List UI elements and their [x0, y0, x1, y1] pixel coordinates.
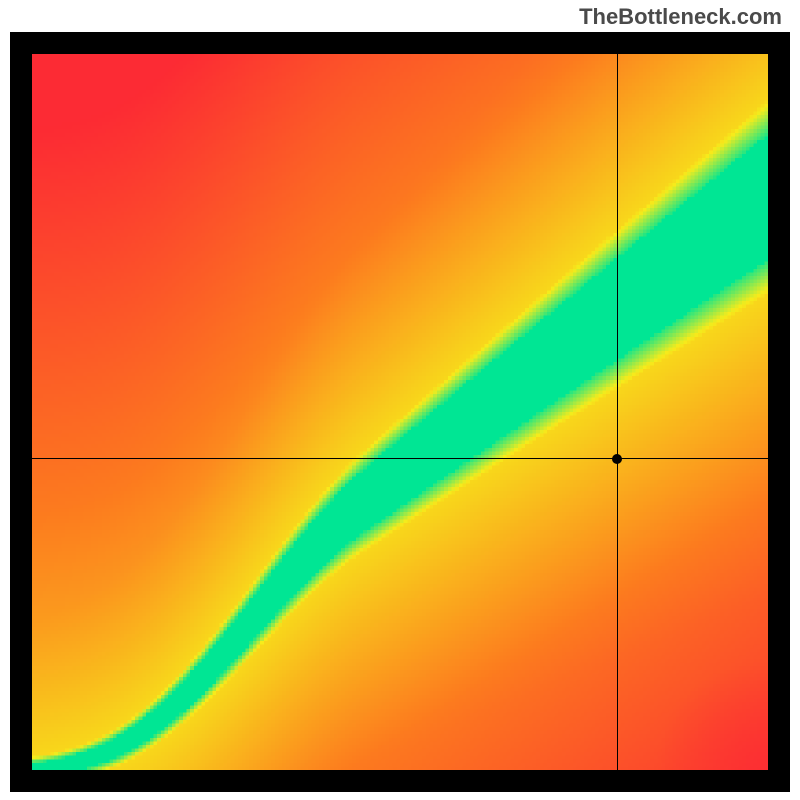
marker-point [612, 454, 622, 464]
watermark-text: TheBottleneck.com [579, 4, 782, 30]
crosshair-horizontal [32, 458, 768, 459]
chart-container: TheBottleneck.com [0, 0, 800, 800]
crosshair-vertical [617, 54, 618, 770]
heatmap-canvas [32, 54, 768, 770]
